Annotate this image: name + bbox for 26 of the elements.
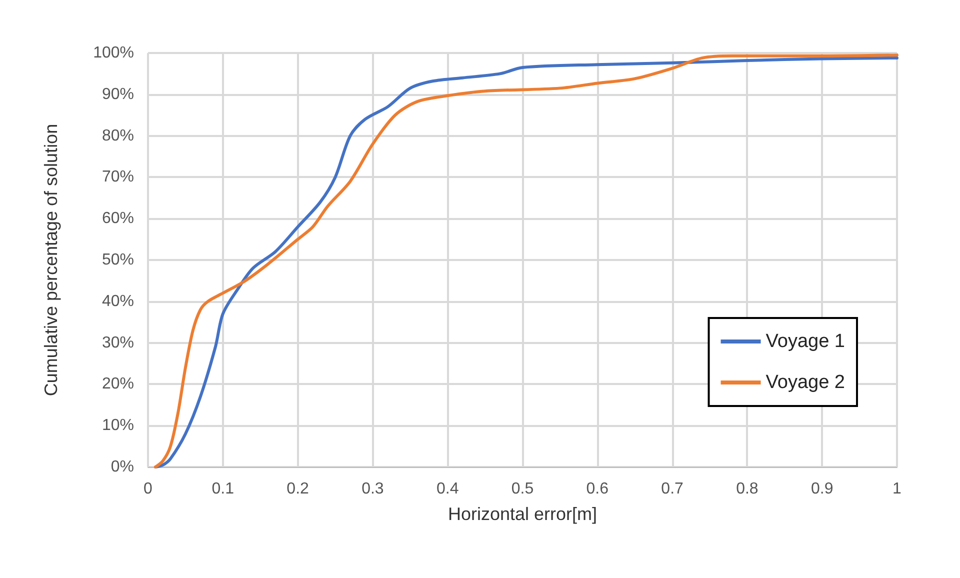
x-tick-label: 0.4 — [436, 480, 459, 498]
y-tick-label: 50% — [102, 252, 134, 268]
y-tick-label: 10% — [102, 417, 134, 434]
y-tick-label: 0% — [110, 458, 134, 476]
x-tick-label: 0.5 — [511, 480, 534, 498]
y-tick-label: 100% — [93, 44, 134, 62]
legend-label: Voyage 2 — [766, 372, 846, 393]
y-tick-label: 80% — [102, 127, 134, 144]
y-tick-label: 90% — [102, 86, 134, 103]
x-tick-label: 0.7 — [661, 480, 684, 498]
x-tick-label: 0.3 — [362, 480, 384, 498]
y-tick-label: 30% — [102, 334, 134, 352]
x-tick-label: 1 — [892, 480, 902, 498]
x-tick-label: 0.2 — [286, 480, 310, 498]
y-tick-label: 20% — [102, 376, 134, 393]
y-axis-title: Cumulative percentage of solution — [41, 124, 61, 396]
y-tick-label: 60% — [102, 210, 134, 228]
x-tick-label: 0.6 — [586, 480, 609, 498]
legend-label: Voyage 1 — [766, 331, 846, 352]
x-tick-label: 0.8 — [736, 480, 758, 498]
y-tick-label: 40% — [102, 292, 134, 310]
x-tick-label: 0 — [144, 480, 153, 498]
x-tick-label: 0.1 — [212, 480, 234, 498]
y-tick-label: 70% — [102, 168, 134, 186]
x-tick-label: 0.9 — [810, 480, 834, 498]
x-axis-title: Horizontal error[m] — [448, 504, 598, 524]
